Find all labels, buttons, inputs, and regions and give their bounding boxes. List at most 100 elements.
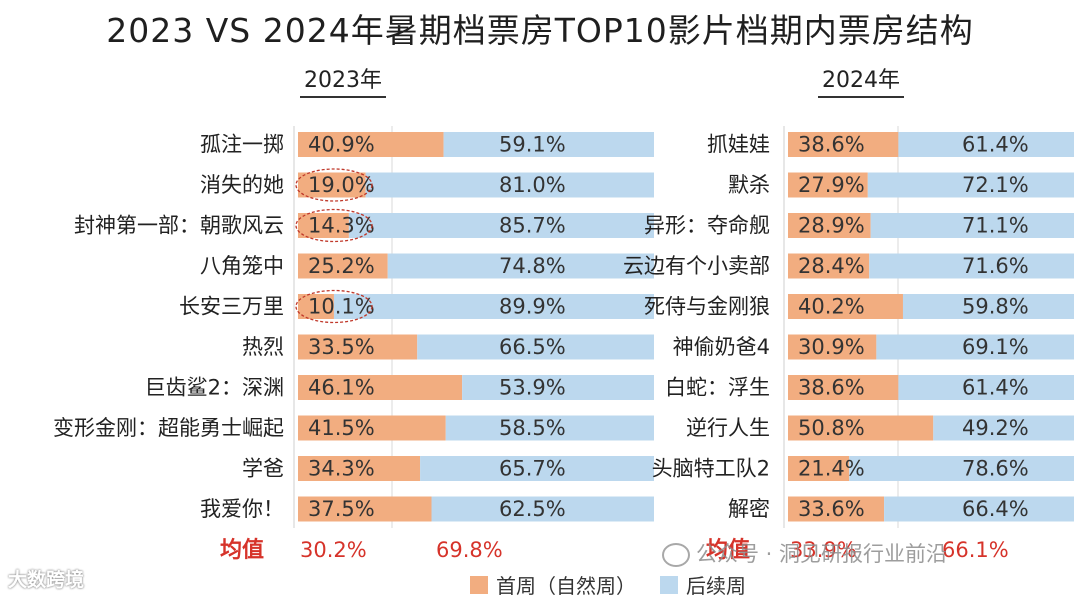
value-label-first-a-7: 41.5% <box>308 416 375 440</box>
value-label-follow-a-1: 81.0% <box>499 173 566 197</box>
average-label-a: 均值 <box>220 537 264 563</box>
bar-following-weeks-a-5 <box>417 334 654 360</box>
bar-following-weeks-b-5 <box>876 334 1074 360</box>
movie-label-b-9: 解密 <box>728 497 770 521</box>
value-label-follow-a-8: 65.7% <box>499 457 566 481</box>
movie-label-b-4: 死侍与金刚狼 <box>644 295 770 319</box>
bar-first-week-a-2 <box>298 213 349 238</box>
bar-following-weeks-b-9 <box>884 496 1074 522</box>
value-label-follow-a-7: 58.5% <box>499 416 566 440</box>
legend-swatch-following-weeks <box>660 575 678 594</box>
panel-title-2023: 2023年 <box>300 62 386 98</box>
panel-title-2024: 2024年 <box>818 62 904 98</box>
movie-label-a-8: 学爸 <box>242 457 284 481</box>
value-label-follow-b-3: 71.6% <box>962 254 1029 278</box>
legend-swatch-first-week <box>470 575 488 594</box>
movie-label-b-7: 逆行人生 <box>686 416 770 440</box>
average-first-a: 30.2% <box>300 538 367 562</box>
value-label-first-b-0: 38.6% <box>798 133 865 157</box>
value-label-first-a-9: 37.5% <box>308 497 375 521</box>
value-label-first-b-9: 33.6% <box>798 497 865 521</box>
bar-following-weeks-a-6 <box>462 375 654 400</box>
value-label-follow-b-6: 61.4% <box>962 376 1029 400</box>
bar-first-week-b-7 <box>788 415 934 441</box>
movie-label-b-8: 头脑特工队2 <box>652 457 770 481</box>
bar-following-weeks-b-4 <box>902 294 1074 319</box>
bar-following-weeks-b-2 <box>870 213 1074 238</box>
bar-following-weeks-b-3 <box>869 253 1074 279</box>
value-label-first-b-3: 28.4% <box>798 254 865 278</box>
value-label-first-a-3: 25.2% <box>308 254 375 278</box>
bar-following-weeks-a-1 <box>365 172 654 198</box>
bar-first-week-a-1 <box>298 172 366 198</box>
legend-label-first-week: 首周（自然周） <box>496 574 636 598</box>
value-label-first-b-5: 30.9% <box>798 335 865 359</box>
value-label-first-a-5: 33.5% <box>308 335 375 359</box>
legend: 首周（自然周） 后续周 <box>470 570 746 599</box>
movie-label-a-1: 消失的她 <box>200 173 284 197</box>
average-first-b: 33.9% <box>790 538 857 562</box>
value-label-follow-b-1: 72.1% <box>962 173 1029 197</box>
value-label-follow-a-4: 89.9% <box>499 295 566 319</box>
movie-label-a-6: 巨齿鲨2：深渊 <box>145 376 284 400</box>
bar-following-weeks-a-0 <box>443 132 654 157</box>
value-label-follow-a-0: 59.1% <box>499 133 566 157</box>
value-label-follow-b-8: 78.6% <box>962 457 1029 481</box>
value-label-first-b-8: 21.4% <box>798 457 865 481</box>
legend-label-following-weeks: 后续周 <box>686 574 746 598</box>
bar-first-week-b-0 <box>788 132 899 157</box>
value-label-first-a-1: 19.0% <box>308 173 375 197</box>
bar-first-week-b-5 <box>788 334 877 360</box>
bar-first-week-a-0 <box>298 132 444 157</box>
bar-following-weeks-a-2 <box>348 213 654 238</box>
movie-label-b-3: 云边有个小卖部 <box>623 254 770 278</box>
average-follow-b: 66.1% <box>942 538 1009 562</box>
bar-first-week-a-6 <box>298 375 463 400</box>
bar-following-weeks-b-0 <box>898 132 1074 157</box>
bar-following-weeks-b-7 <box>933 415 1074 441</box>
bar-following-weeks-a-9 <box>431 496 654 522</box>
bar-following-weeks-a-8 <box>420 456 654 481</box>
movie-label-b-5: 神偷奶爸4 <box>673 335 770 359</box>
value-label-first-a-4: 10.1% <box>308 295 375 319</box>
value-label-follow-b-5: 69.1% <box>962 335 1029 359</box>
movie-label-b-0: 抓娃娃 <box>707 133 770 157</box>
highlight-circle-a-2 <box>295 208 373 243</box>
highlight-circle-a-4 <box>295 289 373 324</box>
value-label-follow-a-6: 53.9% <box>499 376 566 400</box>
value-label-first-b-4: 40.2% <box>798 295 865 319</box>
value-label-first-a-6: 46.1% <box>308 376 375 400</box>
value-label-first-a-0: 40.9% <box>308 133 375 157</box>
value-label-follow-b-2: 71.1% <box>962 214 1029 238</box>
bar-following-weeks-b-6 <box>898 375 1074 400</box>
bar-following-weeks-b-8 <box>849 456 1074 481</box>
value-label-first-b-1: 27.9% <box>798 173 865 197</box>
average-follow-a: 69.8% <box>436 538 503 562</box>
bar-first-week-b-4 <box>788 294 903 319</box>
bar-first-week-b-6 <box>788 375 899 400</box>
movie-label-b-6: 白蛇：浮生 <box>665 376 770 400</box>
value-label-first-a-2: 14.3% <box>308 214 375 238</box>
bar-first-week-a-3 <box>298 253 388 279</box>
value-label-first-b-6: 38.6% <box>798 376 865 400</box>
chart-title: 2023 VS 2024年暑期档票房TOP10影片档期内票房结构 <box>106 11 974 50</box>
bar-following-weeks-a-7 <box>445 415 654 441</box>
value-label-follow-a-3: 74.8% <box>499 254 566 278</box>
average-label-b: 均值 <box>706 537 750 563</box>
bar-first-week-b-3 <box>788 253 870 279</box>
bar-first-week-b-1 <box>788 172 868 198</box>
movie-label-a-4: 长安三万里 <box>179 295 284 319</box>
value-label-follow-b-9: 66.4% <box>962 497 1029 521</box>
bar-first-week-a-7 <box>298 415 446 441</box>
value-label-follow-b-0: 61.4% <box>962 133 1029 157</box>
movie-label-a-5: 热烈 <box>242 335 284 359</box>
bar-first-week-a-4 <box>298 294 334 319</box>
watermark-right-text: 公众号 · 洞见研报行业前沿 <box>696 542 948 566</box>
value-label-first-b-2: 28.9% <box>798 214 865 238</box>
bar-following-weeks-a-3 <box>387 253 654 279</box>
bar-first-week-a-5 <box>298 334 418 360</box>
value-label-first-b-7: 50.8% <box>798 416 865 440</box>
value-label-first-a-8: 34.3% <box>308 457 375 481</box>
value-label-follow-a-2: 85.7% <box>499 214 566 238</box>
